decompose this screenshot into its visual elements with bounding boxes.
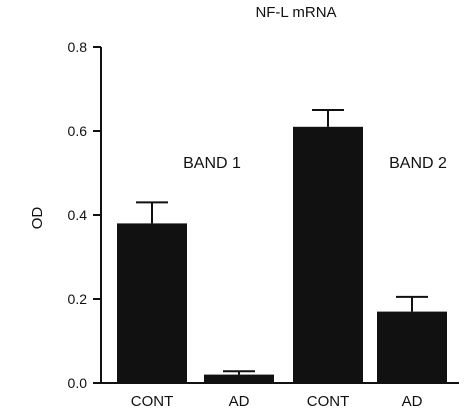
- x-tick-label: AD: [402, 393, 423, 410]
- y-tick-label: 0.4: [68, 207, 88, 223]
- y-axis-label: OD: [29, 207, 46, 230]
- group-label-band-2: BAND 2: [389, 155, 447, 172]
- y-tick-label: 0.8: [68, 39, 88, 55]
- y-tick-label: 0.0: [68, 375, 88, 391]
- x-tick-label: AD: [229, 393, 250, 410]
- x-tick-label: CONT: [131, 393, 174, 410]
- chart-title: NF-L mRNA: [255, 4, 336, 21]
- y-tick-label: 0.6: [68, 123, 88, 139]
- y-tick-label: 0.2: [68, 291, 88, 307]
- x-tick-label: CONT: [307, 393, 350, 410]
- bar: [377, 311, 447, 383]
- bar: [117, 223, 187, 383]
- group-label-band-1: BAND 1: [183, 155, 241, 172]
- bar: [204, 374, 274, 383]
- bar: [293, 126, 363, 384]
